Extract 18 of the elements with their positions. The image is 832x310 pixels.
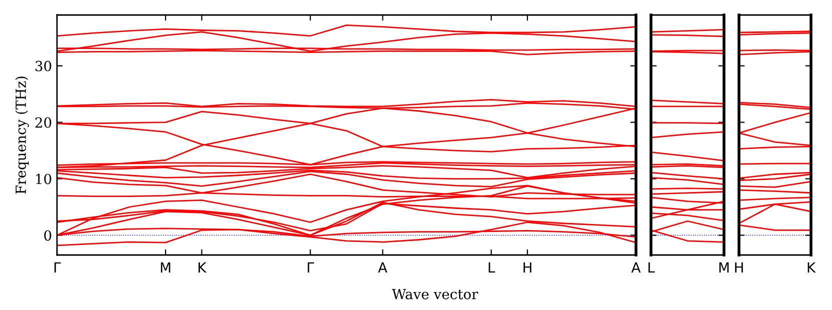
x-axis-title: Wave vector [392, 289, 478, 300]
x-tick-label: Γ [54, 262, 61, 272]
x-tick-label: M [160, 262, 170, 272]
x-tick-label: L [648, 262, 655, 272]
x-tick-label: H [524, 262, 532, 272]
x-tick-label: Γ [308, 262, 314, 272]
y-tick-label: 0 [44, 230, 52, 241]
x-tick-label: K [198, 262, 207, 272]
x-tick-label: A [631, 262, 641, 272]
x-tick-label: A [378, 262, 388, 272]
x-tick-label: K [808, 262, 816, 272]
y-tick-label: 30 [36, 60, 52, 72]
y-axis-title: Frequency (THz) [15, 76, 29, 194]
x-tick-label: H [735, 262, 743, 272]
y-tick-label: 10 [36, 174, 52, 184]
x-tick-label: L [488, 262, 496, 272]
x-tick-label: M [719, 262, 729, 272]
y-tick-label: 20 [35, 117, 52, 128]
